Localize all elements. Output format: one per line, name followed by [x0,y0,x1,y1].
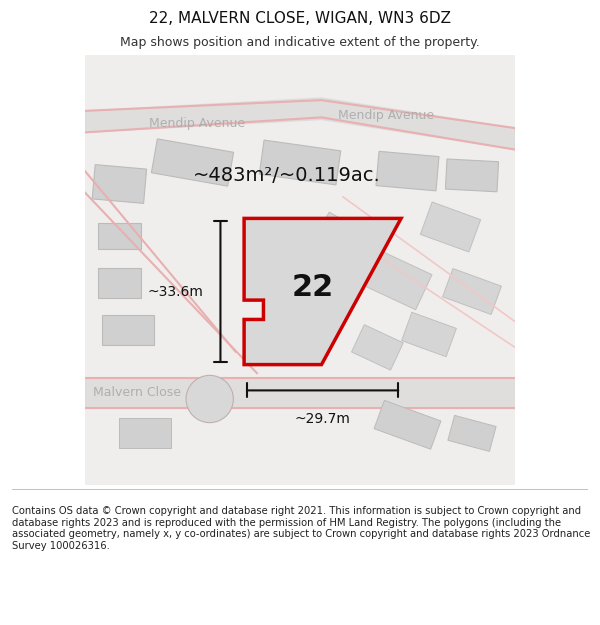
Polygon shape [443,269,502,314]
Polygon shape [259,140,341,185]
Polygon shape [98,222,141,249]
Polygon shape [102,315,154,345]
Polygon shape [293,279,350,329]
Text: Map shows position and indicative extent of the property.: Map shows position and indicative extent… [120,36,480,49]
Polygon shape [244,218,401,364]
Polygon shape [85,98,515,149]
Circle shape [186,376,233,423]
Polygon shape [92,164,146,203]
Polygon shape [445,159,499,192]
Polygon shape [376,151,439,191]
Text: Mendip Avenue: Mendip Avenue [338,109,434,122]
Text: Mendip Avenue: Mendip Avenue [149,118,245,130]
Polygon shape [374,401,441,449]
Polygon shape [421,202,481,252]
Polygon shape [85,378,515,408]
Text: 22, MALVERN CLOSE, WIGAN, WN3 6DZ: 22, MALVERN CLOSE, WIGAN, WN3 6DZ [149,11,451,26]
Polygon shape [98,268,141,298]
Polygon shape [448,416,496,451]
Polygon shape [401,312,457,357]
Polygon shape [151,139,233,186]
Text: Malvern Close: Malvern Close [92,386,181,399]
Polygon shape [119,418,171,449]
Text: Contains OS data © Crown copyright and database right 2021. This information is : Contains OS data © Crown copyright and d… [12,506,590,551]
Text: ~29.7m: ~29.7m [295,412,350,426]
Polygon shape [357,248,432,310]
Text: ~33.6m: ~33.6m [148,284,203,299]
Text: ~483m²/~0.119ac.: ~483m²/~0.119ac. [193,166,381,185]
Polygon shape [352,324,403,370]
Text: 22: 22 [292,272,334,302]
Polygon shape [312,212,374,268]
